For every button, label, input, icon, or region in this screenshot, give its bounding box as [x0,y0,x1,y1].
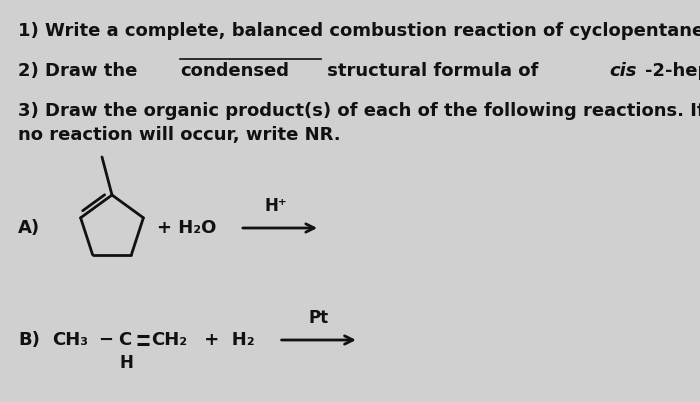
Text: Pt: Pt [309,309,329,327]
Text: 3) Draw the organic product(s) of each of the following reactions. If you predic: 3) Draw the organic product(s) of each o… [18,102,700,120]
Text: 1) Write a complete, balanced combustion reaction of cyclopentane.: 1) Write a complete, balanced combustion… [18,22,700,40]
Text: +  H₂: + H₂ [197,331,254,349]
Text: condensed: condensed [180,62,289,80]
Text: B): B) [18,331,40,349]
Text: -2-heptene.: -2-heptene. [645,62,700,80]
Text: C: C [118,331,131,349]
Text: structural formula of: structural formula of [321,62,545,80]
Text: + H₂O: + H₂O [157,219,216,237]
Text: 2) Draw the: 2) Draw the [18,62,144,80]
Text: −: − [99,331,113,349]
Text: no reaction will occur, write NR.: no reaction will occur, write NR. [18,126,341,144]
Text: CH₃: CH₃ [52,331,88,349]
Text: A): A) [18,219,40,237]
Text: H: H [120,354,134,372]
Text: H⁺: H⁺ [265,197,287,215]
Text: CH₂: CH₂ [151,331,187,349]
Text: cis: cis [609,62,637,80]
